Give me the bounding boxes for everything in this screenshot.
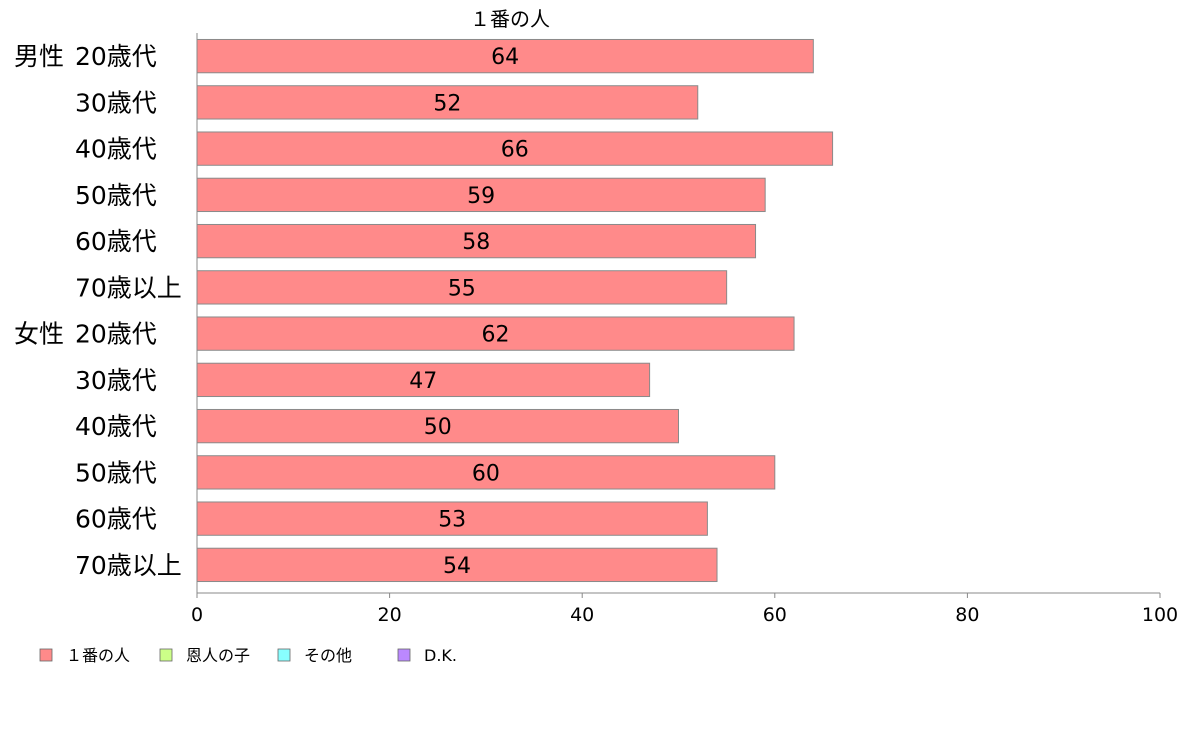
bar bbox=[196, 131, 834, 166]
category-label: 60歳代 bbox=[75, 505, 157, 534]
legend-swatch bbox=[159, 648, 173, 662]
bar-value-label: 54 bbox=[443, 554, 471, 579]
x-tick-label: 0 bbox=[191, 604, 203, 626]
x-tick-label: 60 bbox=[763, 604, 787, 626]
bar bbox=[196, 547, 718, 583]
bar-value-label: 53 bbox=[438, 508, 466, 533]
bar bbox=[196, 223, 757, 259]
legend-label: その他 bbox=[304, 646, 352, 665]
legend: １番の人 恩人の子 その他 D.K. bbox=[39, 646, 457, 665]
group-label: 男性 bbox=[14, 42, 64, 71]
x-tick-label: 40 bbox=[570, 604, 594, 626]
legend-label: １番の人 bbox=[66, 646, 130, 665]
bar-value-label: 66 bbox=[501, 138, 529, 163]
category-label: 70歳以上 bbox=[75, 551, 182, 580]
legend-label: D.K. bbox=[424, 646, 457, 665]
series-title: １番の人 bbox=[470, 7, 550, 31]
bar bbox=[196, 501, 708, 536]
bar bbox=[196, 38, 814, 74]
bar bbox=[196, 455, 776, 490]
bar-value-label: 52 bbox=[433, 91, 461, 116]
x-tick-label: 80 bbox=[955, 604, 979, 626]
category-label: 50歳代 bbox=[75, 458, 157, 487]
category-label: 30歳代 bbox=[75, 366, 157, 395]
category-label: 70歳以上 bbox=[75, 273, 182, 302]
bar-value-label: 58 bbox=[462, 230, 490, 255]
category-label: 40歳代 bbox=[75, 135, 157, 164]
bar-value-label: 55 bbox=[448, 276, 476, 301]
category-label: 20歳代 bbox=[75, 42, 157, 71]
bar-value-label: 62 bbox=[482, 323, 510, 348]
legend-swatch bbox=[277, 648, 291, 662]
bar-value-label: 50 bbox=[424, 415, 452, 440]
category-label: 20歳代 bbox=[75, 320, 157, 349]
group-label: 女性 bbox=[14, 320, 64, 349]
x-axis: 0 20 40 60 80 100 bbox=[191, 33, 1178, 626]
x-tick-label: 20 bbox=[378, 604, 402, 626]
category-label: 30歳代 bbox=[75, 88, 157, 117]
x-tick-label: 100 bbox=[1142, 604, 1178, 626]
bar bbox=[196, 316, 795, 351]
bar-value-label: 60 bbox=[472, 461, 500, 486]
bar-value-label: 64 bbox=[491, 45, 519, 70]
category-label: 50歳代 bbox=[75, 181, 157, 210]
bar bbox=[196, 85, 699, 120]
bar-value-label: 47 bbox=[409, 369, 437, 394]
category-label: 40歳代 bbox=[75, 412, 157, 441]
legend-swatch bbox=[39, 648, 53, 662]
legend-swatch bbox=[397, 648, 411, 662]
bar-value-label: 59 bbox=[467, 184, 495, 209]
bar bbox=[196, 177, 766, 213]
category-label: 60歳代 bbox=[75, 227, 157, 256]
legend-label: 恩人の子 bbox=[186, 646, 250, 665]
